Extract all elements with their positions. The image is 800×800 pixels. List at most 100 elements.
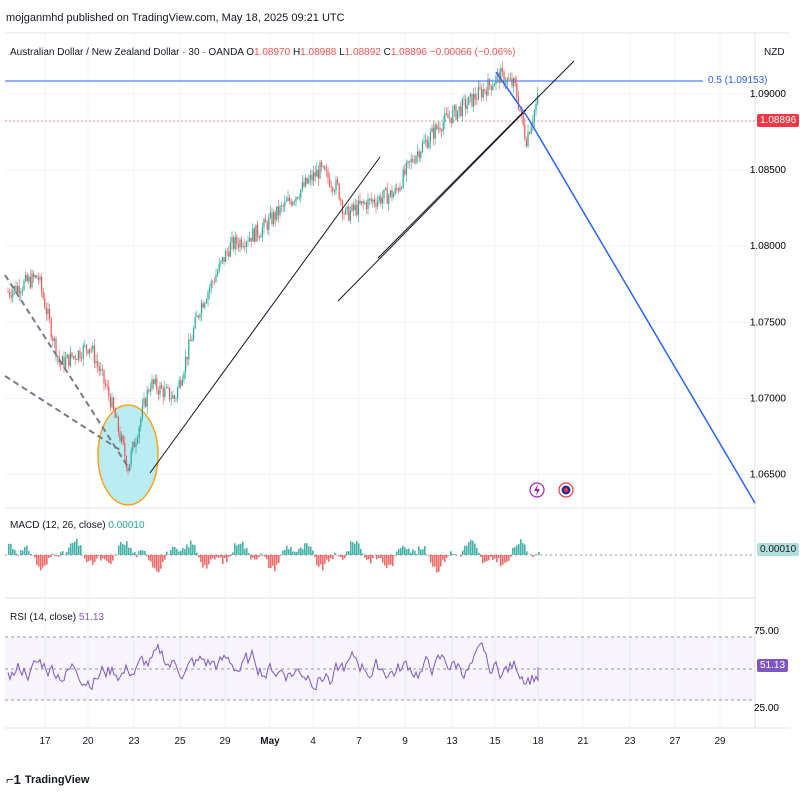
macd-bar xyxy=(308,546,310,555)
candle-body xyxy=(77,350,79,360)
candle-body xyxy=(65,358,67,369)
macd-bar xyxy=(216,555,218,558)
tradingview-logo[interactable]: ⌐1 TradingView xyxy=(6,772,89,787)
trendline-lower-wave[interactable] xyxy=(149,156,381,474)
candle-body xyxy=(12,290,14,298)
macd-bar xyxy=(322,555,324,571)
candle-body xyxy=(210,281,212,289)
rsi-legend[interactable]: RSI (14, close) 51.13 xyxy=(10,612,104,623)
macd-bar xyxy=(172,546,174,555)
macd-bar xyxy=(122,543,124,555)
candle-body xyxy=(66,354,68,359)
projection-line-start[interactable] xyxy=(495,71,529,119)
macd-bar xyxy=(332,555,334,560)
candle-body xyxy=(439,127,441,131)
time-axis[interactable]: 17 20 23 25 29 May 4 7 9 13 15 18 21 23 27 29 xyxy=(39,736,726,747)
macd-bar xyxy=(166,551,168,555)
candle-body xyxy=(380,196,382,204)
macd-bar xyxy=(446,555,448,558)
candle-body xyxy=(404,169,406,175)
candle-body xyxy=(415,156,417,163)
macd-bar xyxy=(340,555,342,558)
macd-bar xyxy=(474,543,476,555)
rsi-title: RSI (14, close) xyxy=(10,612,77,623)
macd-bar xyxy=(356,540,358,555)
rsi-level-25: 25.00 xyxy=(754,703,779,714)
candle-body xyxy=(322,166,324,168)
candle-body xyxy=(409,161,411,163)
candle-body xyxy=(460,106,462,117)
macd-bar xyxy=(124,545,126,555)
rsi-tag: 51.13 xyxy=(757,659,789,672)
tv-logo-icon: ⌐1 xyxy=(6,772,21,787)
candle-body xyxy=(197,315,199,318)
high-value: 1.08988 xyxy=(300,47,337,58)
macd-bar xyxy=(170,549,172,555)
candle-body xyxy=(209,288,211,293)
macd-bar xyxy=(516,545,518,555)
macd-bar xyxy=(310,546,312,555)
candle-body xyxy=(473,93,475,107)
falling-trendline-lower[interactable] xyxy=(4,375,121,451)
candle-body xyxy=(225,251,227,262)
candle-body xyxy=(137,438,139,443)
candle-body xyxy=(178,380,180,388)
candle-body xyxy=(383,189,385,198)
macd-bar xyxy=(226,555,228,563)
price-tick-label: 1.07500 xyxy=(750,317,787,328)
candle-body xyxy=(61,356,63,365)
candle-body xyxy=(95,361,97,364)
candle-body xyxy=(31,273,33,288)
flag-icon[interactable] xyxy=(558,482,574,498)
currency-label[interactable]: NZD xyxy=(764,47,785,58)
candle-body xyxy=(333,191,335,192)
macd-bar xyxy=(294,551,296,555)
macd-bar xyxy=(518,544,520,555)
falling-trendline-upper[interactable] xyxy=(4,274,131,471)
candle-body xyxy=(337,179,339,184)
projection-line[interactable] xyxy=(527,117,756,504)
candle-body xyxy=(492,86,494,90)
macd-bar xyxy=(190,540,192,555)
candle-body xyxy=(250,237,252,242)
candle-body xyxy=(511,78,513,87)
macd-bar xyxy=(384,555,386,566)
candle-body xyxy=(420,151,422,158)
price-axis[interactable]: 1.09000 1.08500 1.08000 1.07500 1.07000 1.065… xyxy=(750,89,787,481)
candle-body xyxy=(172,395,174,399)
macd-bar xyxy=(328,555,330,562)
macd-bar xyxy=(298,548,300,555)
candle-body xyxy=(127,467,129,472)
macd-bar xyxy=(66,551,68,555)
trendline-support[interactable] xyxy=(337,109,527,302)
candle-body xyxy=(173,395,175,399)
time-tick-label: 20 xyxy=(82,736,94,747)
macd-bar xyxy=(438,555,440,572)
low-value: 1.08892 xyxy=(344,47,381,58)
macd-legend[interactable]: MACD (12, 26, close) 0.00010 xyxy=(10,520,145,531)
candle-body xyxy=(221,257,223,262)
macd-bar xyxy=(508,555,510,561)
macd-bar xyxy=(286,545,288,555)
candle-body xyxy=(253,228,255,242)
macd-bar xyxy=(242,541,244,555)
lightning-icon[interactable] xyxy=(529,482,545,498)
macd-bar xyxy=(156,555,158,572)
macd-bar xyxy=(158,555,160,573)
time-tick-label: 25 xyxy=(174,736,186,747)
candle-body xyxy=(125,456,127,468)
candle-body xyxy=(202,303,204,308)
time-tick-label: 9 xyxy=(402,736,408,747)
trendline-resistance[interactable] xyxy=(377,60,575,259)
candle-body xyxy=(169,387,171,400)
candle-body xyxy=(525,139,527,147)
macd-bar xyxy=(366,555,368,560)
macd-bar xyxy=(220,555,222,558)
candle-body xyxy=(402,169,404,189)
macd-bar xyxy=(488,555,490,561)
candle-body xyxy=(185,356,187,373)
candle-body xyxy=(500,68,502,83)
highlight-ellipse[interactable] xyxy=(97,404,159,506)
symbol-legend[interactable]: Australian Dollar / New Zealand Dollar ·… xyxy=(10,47,515,58)
